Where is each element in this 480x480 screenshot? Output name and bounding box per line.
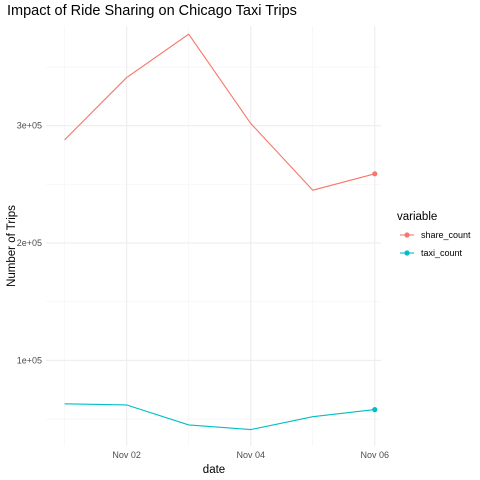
plot-grid [46,26,381,446]
series-line-taxi-count [64,403,375,431]
x-tick-label: Nov 04 [236,450,265,460]
x-tick-label: Nov 02 [112,450,141,460]
y-axis-title: Number of Trips [6,205,18,287]
y-tick-label: 2e+05 [17,238,42,248]
legend-label-taxi-count: taxi_count [421,248,463,258]
y-tick-label: 1e+05 [17,355,42,365]
legend-key-point-share-count [404,232,410,238]
legend-label-share-count: share_count [421,230,471,240]
series-point-share-count [372,171,378,177]
series-point-taxi-count [372,407,378,413]
series-line-share-count [64,33,375,191]
axis-ticks: 1e+05 2e+05 3e+05 Nov 02 Nov 04 Nov 06 [17,121,389,460]
legend: variable share_count taxi_count [397,211,471,258]
plot-series [64,33,378,431]
x-tick-label: Nov 06 [361,450,390,460]
legend-key-point-taxi-count [404,250,410,256]
x-axis-title: date [203,464,225,476]
legend-title: variable [397,211,437,223]
chart-title: Impact of Ride Sharing on Chicago Taxi T… [7,3,297,19]
y-tick-label: 3e+05 [17,121,42,131]
